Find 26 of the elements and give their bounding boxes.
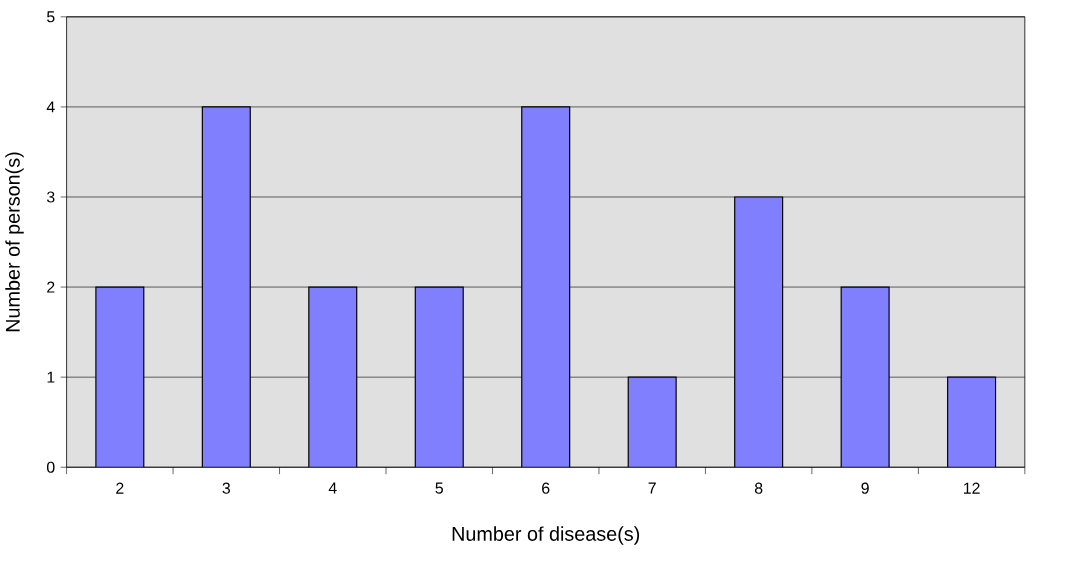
y-tick-label: 5 [47,11,55,23]
bar [308,286,358,468]
y-tick-label: 1 [47,371,55,383]
y-tick-label: 3 [46,191,55,203]
x-tick-label: 5 [435,482,443,494]
y-tick-label: 0 [46,461,55,473]
x-tick-label: 3 [222,482,231,494]
bar [947,376,997,468]
x-axis-title: Number of disease(s) [452,526,640,545]
x-tick-label: 2 [116,482,124,494]
y-tick-label: 4 [46,101,55,113]
bar [521,106,571,468]
bar [627,376,677,468]
bar [840,286,890,468]
x-tick-label: 7 [648,482,656,494]
bar [201,106,251,468]
x-tick-label: 9 [861,482,869,494]
x-tick-label: 4 [328,482,337,494]
x-tick-label: 6 [542,482,550,494]
bar [734,196,784,468]
bar [414,286,464,468]
y-axis-title: Number of person(s) [5,152,24,332]
bar [95,286,145,468]
y-tick-label: 2 [47,281,55,293]
x-tick-label: 8 [754,482,763,494]
x-tick-label: 12 [964,482,980,494]
